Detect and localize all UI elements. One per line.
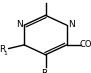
Text: Cl: Cl xyxy=(41,0,50,2)
Text: COOH: COOH xyxy=(79,40,91,49)
Text: 1: 1 xyxy=(3,51,7,56)
Text: R: R xyxy=(41,69,48,73)
Text: R: R xyxy=(0,45,6,54)
Text: N: N xyxy=(68,20,75,29)
Text: N: N xyxy=(16,20,23,29)
